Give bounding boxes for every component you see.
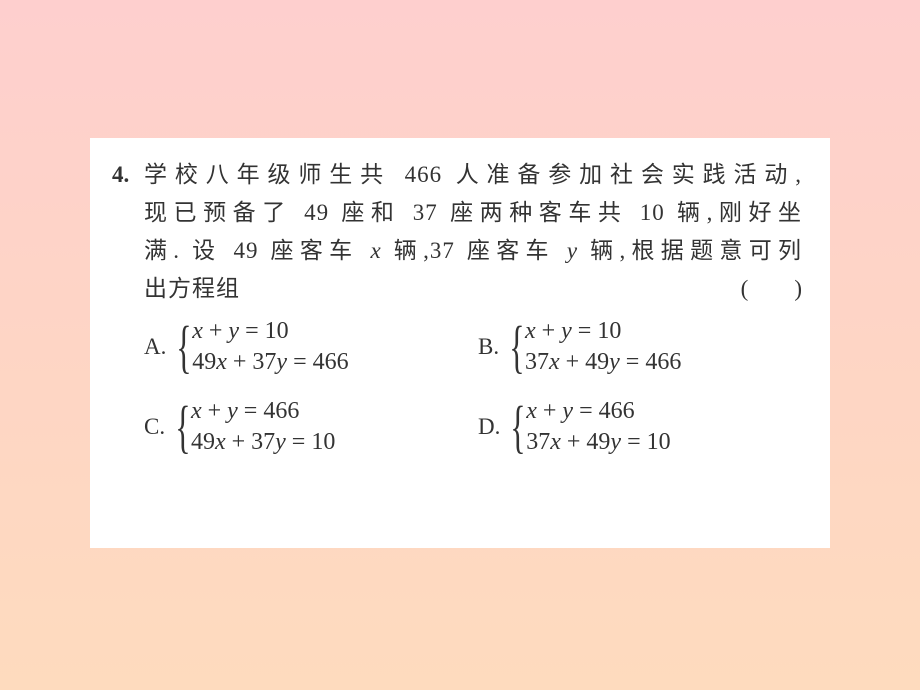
option-C-eq2: 49x + 37y = 10 <box>191 427 335 458</box>
var-y: y <box>567 238 578 263</box>
option-A-eq1: x + y = 10 <box>192 316 348 347</box>
option-B-eq2: 37x + 49y = 466 <box>525 347 681 378</box>
option-B-equations: x + y = 10 37x + 49y = 466 <box>525 316 681 378</box>
option-B-eq1: x + y = 10 <box>525 316 681 347</box>
option-C: C. { x + y = 466 49x + 37y = 10 <box>144 396 468 458</box>
option-C-equations: x + y = 466 49x + 37y = 10 <box>191 396 335 458</box>
option-D-system: { x + y = 466 37x + 49y = 10 <box>508 396 670 458</box>
line4-text: 出方程组 <box>144 270 240 308</box>
option-D-label: D. <box>478 408 500 446</box>
option-A-system: { x + y = 10 49x + 37y = 466 <box>174 316 348 378</box>
question-box: 4. 学校八年级师生共 466 人准备参加社会实践活动, 现已预备了 49 座和… <box>90 138 830 548</box>
line3-mid: 辆,37 座客车 <box>382 238 567 263</box>
option-A-equations: x + y = 10 49x + 37y = 466 <box>192 316 348 378</box>
left-brace-icon: { <box>509 318 524 376</box>
left-brace-icon: { <box>177 318 192 376</box>
line3-suffix: 辆,根据题意可列 <box>578 238 802 263</box>
option-A-eq2: 49x + 37y = 466 <box>192 347 348 378</box>
question-line-3: 满. 设 49 座客车 x 辆,37 座客车 y 辆,根据题意可列 <box>112 232 802 270</box>
answer-paren: ( ) <box>741 270 802 308</box>
question-number: 4. <box>112 156 144 194</box>
option-D-eq2: 37x + 49y = 10 <box>526 427 670 458</box>
option-A: A. { x + y = 10 49x + 37y = 466 <box>144 316 468 378</box>
left-brace-icon: { <box>511 398 526 456</box>
option-D-equations: x + y = 466 37x + 49y = 10 <box>526 396 670 458</box>
var-x: x <box>371 238 382 263</box>
option-D: D. { x + y = 466 37x + 49y = 10 <box>478 396 802 458</box>
option-B: B. { x + y = 10 37x + 49y = 466 <box>478 316 802 378</box>
question-text-1: 学校八年级师生共 466 人准备参加社会实践活动, <box>144 156 802 194</box>
option-C-system: { x + y = 466 49x + 37y = 10 <box>173 396 335 458</box>
option-B-system: { x + y = 10 37x + 49y = 466 <box>507 316 681 378</box>
option-C-eq1: x + y = 466 <box>191 396 335 427</box>
option-B-label: B. <box>478 328 499 366</box>
option-A-label: A. <box>144 328 166 366</box>
options-grid: A. { x + y = 10 49x + 37y = 466 B. { x +… <box>112 316 802 459</box>
option-C-label: C. <box>144 408 165 446</box>
question-line-1: 4. 学校八年级师生共 466 人准备参加社会实践活动, <box>112 156 802 194</box>
question-line-2: 现已预备了 49 座和 37 座两种客车共 10 辆,刚好坐 <box>112 194 802 232</box>
line3-prefix: 满. 设 49 座客车 <box>144 238 371 263</box>
option-D-eq1: x + y = 466 <box>526 396 670 427</box>
left-brace-icon: { <box>175 398 190 456</box>
question-line-4: 出方程组 ( ) <box>112 270 802 308</box>
